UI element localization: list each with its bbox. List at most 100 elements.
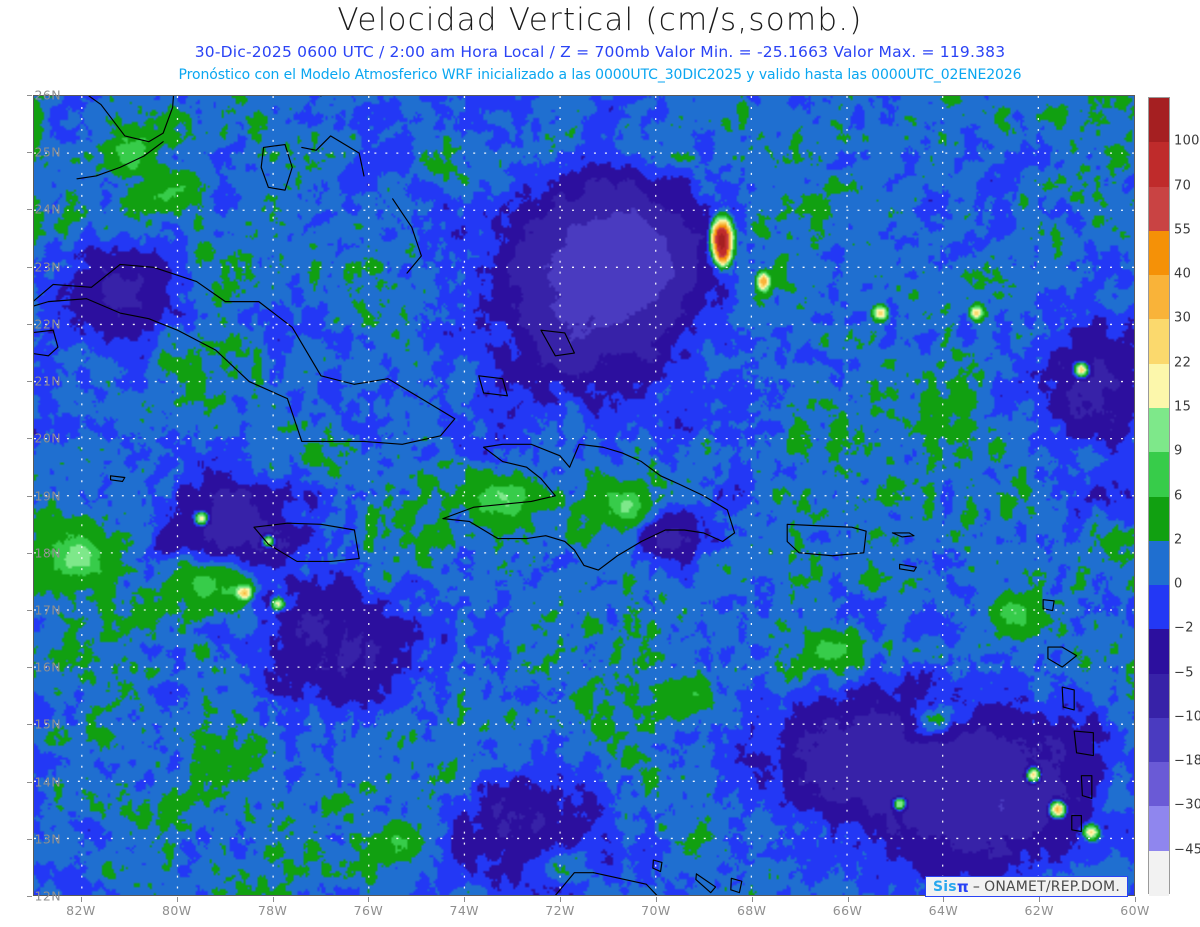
- lat-tick-mark: [27, 323, 32, 325]
- lat-tick-label: 20N: [34, 430, 61, 446]
- lon-tick-mark: [1039, 897, 1041, 902]
- colorbar-tick-label: −2: [1174, 620, 1194, 636]
- colorbar-segment: [1149, 850, 1169, 896]
- colorbar-segment: [1149, 496, 1169, 542]
- lon-tick-label: 78W: [257, 903, 288, 918]
- colorbar-segment: [1149, 98, 1169, 143]
- colorbar-segment: [1149, 319, 1169, 365]
- lon-tick-label: 70W: [641, 903, 671, 918]
- lon-tick-label: 72W: [545, 903, 575, 918]
- lat-tick-label: 17N: [34, 602, 61, 618]
- page-title: Velocidad Vertical (cm/s,somb.): [337, 2, 863, 38]
- lon-tick-label: 66W: [832, 903, 863, 918]
- lon-tick-label: 60W: [1120, 903, 1150, 918]
- lon-tick-mark: [368, 897, 370, 902]
- lat-tick-label: 23N: [34, 259, 61, 275]
- colorbar-tick-label: −30: [1174, 797, 1200, 813]
- lat-tick-label: 13N: [34, 831, 61, 847]
- lon-tick-mark: [272, 897, 274, 902]
- lon-tick-mark: [560, 897, 562, 902]
- colorbar-segment: [1149, 275, 1169, 320]
- lat-tick-mark: [27, 209, 32, 211]
- colorbar-tick-label: 40: [1174, 266, 1192, 282]
- brand-pi-glyph: π: [956, 877, 969, 896]
- run-summary-line: 30-Dic-2025 0600 UTC / 2:00 am Hora Loca…: [194, 43, 1006, 61]
- lon-tick-mark: [1135, 897, 1136, 902]
- lat-tick-mark: [27, 95, 32, 96]
- lon-tick-mark: [943, 897, 945, 902]
- lat-tick-label: 21N: [34, 373, 61, 389]
- lat-tick-mark: [27, 609, 32, 611]
- lon-tick-label: 68W: [736, 903, 767, 918]
- lat-tick-label: 24N: [34, 201, 61, 217]
- colorbar-segment: [1149, 762, 1169, 808]
- lat-tick-mark: [27, 495, 32, 497]
- colorbar-tick-label: 30: [1174, 310, 1192, 326]
- lat-tick-label: 16N: [34, 659, 61, 675]
- lon-tick-mark: [751, 897, 753, 902]
- colorbar-segment: [1149, 585, 1169, 630]
- map-plot-area: [33, 95, 1135, 896]
- lat-tick-mark: [27, 152, 32, 154]
- lon-tick-label: 62W: [1024, 903, 1054, 918]
- lat-tick-mark: [27, 896, 32, 897]
- colorbar-segment: [1149, 186, 1169, 232]
- lat-tick-label: 18N: [34, 545, 61, 561]
- colorbar: [1148, 97, 1170, 896]
- lat-tick-mark: [27, 552, 32, 554]
- lon-tick-mark: [655, 897, 657, 902]
- lat-tick-label: 15N: [34, 716, 61, 732]
- lat-tick-label: 22N: [34, 316, 61, 332]
- lat-tick-label: 26N: [34, 87, 61, 103]
- attribution-badge: Sis π – ONAMET/REP.DOM.: [925, 876, 1128, 897]
- colorbar-tick-label: 15: [1174, 399, 1192, 415]
- colorbar-segment: [1149, 629, 1169, 675]
- model-description-line: Pronóstico con el Modelo Atmosferico WRF…: [178, 67, 1022, 83]
- colorbar-tick-label: 0: [1174, 576, 1183, 592]
- lon-tick-label: 64W: [928, 903, 959, 918]
- lat-tick-mark: [27, 724, 32, 726]
- colorbar-tick-label: −10: [1174, 709, 1200, 725]
- colorbar-tick-label: 22: [1174, 355, 1192, 371]
- attribution-org: ONAMET/REP.DOM.: [984, 878, 1120, 895]
- colorbar-tick-label: −18: [1174, 753, 1200, 769]
- lat-tick-mark: [27, 438, 32, 440]
- lat-tick-label: 19N: [34, 488, 61, 503]
- lat-tick-label: 12N: [34, 888, 61, 904]
- lat-tick-mark: [27, 381, 32, 383]
- lat-tick-mark: [27, 266, 32, 268]
- colorbar-tick-label: −5: [1174, 665, 1194, 681]
- colorbar-tick-label: 9: [1174, 443, 1183, 459]
- colorbar-segment: [1149, 142, 1169, 188]
- lon-tick-mark: [80, 897, 82, 902]
- colorbar-segment: [1149, 717, 1169, 763]
- colorbar-tick-label: 2: [1174, 532, 1183, 548]
- colorbar-segment: [1149, 540, 1169, 586]
- colorbar-tick-label: 100: [1174, 133, 1200, 149]
- colorbar-segment: [1149, 230, 1169, 276]
- lat-tick-label: 25N: [34, 144, 61, 160]
- lon-tick-label: 80W: [162, 903, 192, 918]
- lon-tick-mark: [464, 897, 466, 902]
- attribution-dash: –: [972, 878, 981, 895]
- lon-tick-label: 82W: [66, 903, 96, 918]
- colorbar-segment: [1149, 407, 1169, 453]
- lat-tick-mark: [27, 781, 32, 783]
- colorbar-tick-label: 55: [1174, 222, 1192, 238]
- lat-tick-mark: [27, 667, 32, 669]
- colorbar-segment: [1149, 452, 1169, 498]
- lat-tick-label: 14N: [34, 774, 61, 790]
- brand-sis-text: Sis: [933, 878, 957, 895]
- colorbar-tick-label: 6: [1174, 488, 1183, 503]
- lat-tick-mark: [27, 838, 32, 840]
- colorbar-tick-label: 70: [1174, 178, 1192, 194]
- coastline-overlay: [34, 96, 1094, 895]
- colorbar-tick-label: −45: [1174, 842, 1200, 858]
- colorbar-segment: [1149, 673, 1169, 719]
- lon-tick-label: 76W: [353, 903, 384, 918]
- colorbar-segment: [1149, 806, 1169, 852]
- lon-tick-mark: [176, 897, 178, 902]
- colorbar-segment: [1149, 363, 1169, 409]
- lon-tick-label: 74W: [449, 903, 479, 918]
- lon-tick-mark: [847, 897, 849, 902]
